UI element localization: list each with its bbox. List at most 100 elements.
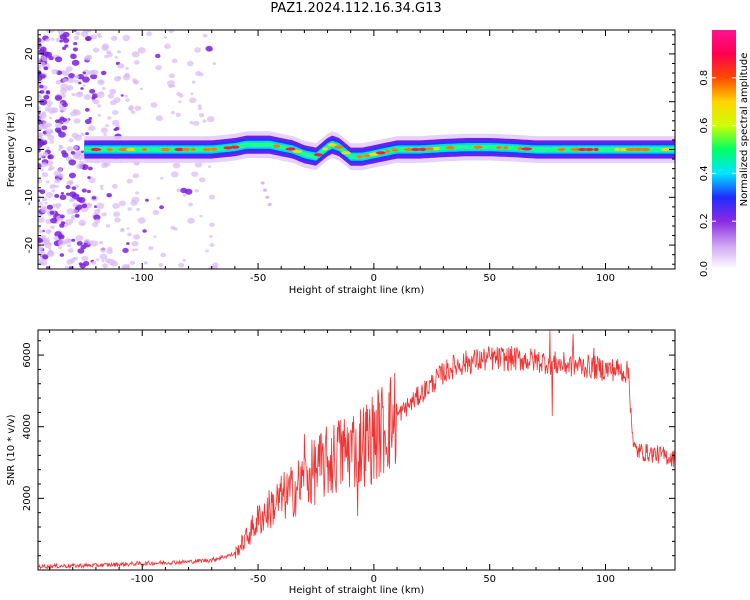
ridge-hotspot <box>584 147 594 152</box>
noise-speckle <box>65 185 71 190</box>
noise-speckle <box>81 203 88 209</box>
noise-speckle <box>42 85 47 89</box>
noise-speckle <box>38 152 42 157</box>
x-tick-label: -50 <box>250 273 266 284</box>
ridge-hotspot <box>517 146 523 151</box>
noise-speckle <box>189 121 194 125</box>
y-tick-label: 0 <box>24 146 35 152</box>
noise-speckle <box>212 62 217 65</box>
noise-speckle <box>39 89 45 94</box>
noise-speckle <box>84 55 92 61</box>
noise-speckle <box>70 150 76 155</box>
noise-speckle <box>77 248 85 254</box>
noise-speckle <box>101 260 105 263</box>
noise-speckle <box>155 115 163 122</box>
noise-speckle <box>46 250 55 257</box>
ridge-hotspot <box>273 144 281 148</box>
noise-speckle <box>101 86 106 91</box>
noise-speckle <box>42 124 48 130</box>
noise-speckle <box>39 234 46 240</box>
noise-speckle <box>260 181 265 185</box>
noise-speckle <box>130 200 138 207</box>
ridge-hotspot <box>322 147 328 151</box>
noise-speckle <box>39 189 46 195</box>
noise-speckle <box>130 110 136 115</box>
noise-speckle <box>55 202 62 208</box>
noise-speckle <box>198 177 206 183</box>
noise-speckle <box>49 210 55 215</box>
noise-speckle <box>166 80 175 87</box>
noise-speckle <box>187 217 195 224</box>
noise-speckle <box>59 194 67 201</box>
noise-speckle <box>131 240 139 247</box>
colorbar-tick-label: 0.0 <box>699 261 710 277</box>
noise-speckle <box>54 178 61 184</box>
noise-speckle <box>81 163 89 170</box>
noise-speckle <box>59 39 64 43</box>
noise-speckle <box>47 104 52 109</box>
noise-speckle <box>42 120 48 125</box>
noise-speckle <box>122 74 131 81</box>
x-tick-label: 100 <box>596 574 615 585</box>
noise-speckle <box>91 260 97 265</box>
noise-speckle <box>107 52 113 57</box>
ridge-hotspot <box>425 147 434 151</box>
noise-speckle <box>131 248 136 252</box>
noise-speckle <box>88 166 93 171</box>
noise-speckle <box>64 265 69 269</box>
noise-speckle <box>89 88 96 94</box>
ridge-hotspot <box>625 147 637 152</box>
noise-speckle <box>71 208 78 214</box>
noise-speckle <box>77 73 85 80</box>
noise-speckle <box>170 111 175 115</box>
noise-speckle <box>54 122 63 128</box>
noise-speckle <box>103 133 107 137</box>
noise-speckle <box>38 216 45 223</box>
noise-speckle <box>62 46 67 50</box>
noise-speckle <box>38 162 42 169</box>
noise-speckle <box>38 119 43 125</box>
noise-speckle <box>68 159 77 166</box>
x-tick-label: 50 <box>483 574 496 585</box>
noise-speckle <box>112 202 120 209</box>
noise-speckle <box>43 241 52 249</box>
noise-speckle <box>99 91 104 95</box>
ridge-hotspot <box>577 147 587 152</box>
spectrogram-x-axis-label: Height of straight line (km) <box>289 285 425 296</box>
noise-speckle <box>55 185 60 188</box>
noise-speckle <box>202 119 207 123</box>
noise-speckle <box>66 243 72 248</box>
noise-speckle <box>136 208 141 212</box>
y-tick-label: 10 <box>24 95 35 108</box>
noise-speckle <box>74 79 79 84</box>
noise-speckle <box>52 203 58 208</box>
noise-speckle <box>66 146 74 152</box>
noise-speckle <box>80 132 85 136</box>
noise-speckle <box>59 214 65 219</box>
noise-speckle <box>89 240 94 244</box>
noise-speckle <box>206 116 215 123</box>
noise-speckle <box>55 79 62 85</box>
ridge-hotspot <box>182 147 191 152</box>
noise-speckle <box>85 36 91 41</box>
noise-speckle <box>45 38 51 42</box>
ridge-hotspot <box>313 153 323 157</box>
noise-speckle <box>60 70 67 75</box>
noise-speckle <box>51 68 59 75</box>
noise-speckle <box>150 102 158 108</box>
noise-speckle <box>62 102 68 108</box>
noise-speckle <box>91 99 96 103</box>
noise-speckle <box>265 195 270 199</box>
y-tick-label: -20 <box>24 237 35 253</box>
noise-speckle <box>212 262 219 268</box>
noise-speckle <box>168 30 175 34</box>
noise-speckle <box>61 125 68 131</box>
noise-speckle <box>42 254 49 260</box>
noise-speckle <box>81 162 85 166</box>
noise-speckle <box>97 113 102 117</box>
noise-speckle <box>198 72 204 77</box>
noise-speckle <box>170 171 179 178</box>
noise-speckle <box>78 81 82 85</box>
noise-speckle <box>111 184 118 189</box>
noise-speckle <box>75 234 84 242</box>
